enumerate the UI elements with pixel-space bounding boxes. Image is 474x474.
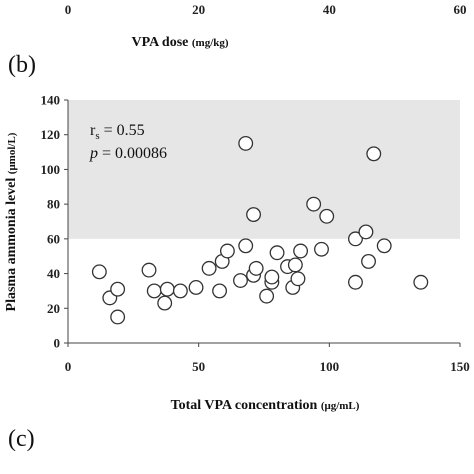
panel-label-c: (c) xyxy=(8,426,35,452)
data-point xyxy=(269,245,285,261)
data-point xyxy=(141,262,157,278)
top-axis-title-main: VPA dose xyxy=(131,35,191,50)
data-point xyxy=(348,231,363,247)
data-point xyxy=(264,269,280,285)
y-tick-label: 100 xyxy=(41,162,61,177)
data-point xyxy=(212,283,228,299)
data-point xyxy=(219,243,235,259)
data-point xyxy=(172,283,188,299)
rs-subscript: s xyxy=(95,130,99,142)
scatter-chart: 0 20 40 60 80 100 120 140 0 50 100 150 rs = 0.55 p… xyxy=(4,93,470,414)
data-point xyxy=(188,280,204,295)
data-points xyxy=(91,135,429,325)
p-value: = 0.00086 xyxy=(98,145,167,162)
x-tick-label: 100 xyxy=(320,359,340,374)
top-axis-tick-label: 20 xyxy=(192,2,205,17)
top-axis-tick-label: 60 xyxy=(454,2,467,17)
p-italic: p xyxy=(89,145,98,162)
p-value-label: p = 0.00086 xyxy=(89,145,167,162)
x-axis-title-unit: (μg/mL) xyxy=(321,400,360,412)
y-tick-label: 20 xyxy=(47,301,60,316)
top-axis-tick-label: 0 xyxy=(65,2,72,17)
spearman-rs-label: rs = 0.55 xyxy=(90,122,145,142)
y-tick-label: 140 xyxy=(41,93,61,108)
data-point xyxy=(91,264,107,280)
data-point xyxy=(159,281,175,297)
reference-range-band xyxy=(68,100,460,239)
rs-main: r xyxy=(90,122,96,139)
x-axis-title-main: Total VPA concentration xyxy=(171,398,321,413)
y-tick-label: 40 xyxy=(47,266,60,281)
data-point xyxy=(110,281,126,297)
data-point xyxy=(314,241,329,257)
data-point xyxy=(319,208,335,224)
panel-label-b: (b) xyxy=(8,52,36,78)
data-point xyxy=(201,260,217,276)
data-point xyxy=(238,238,254,254)
y-tick-label: 120 xyxy=(41,127,61,142)
y-tick-label: 80 xyxy=(47,197,60,212)
data-point xyxy=(376,238,392,254)
x-tick-label: 50 xyxy=(192,359,205,374)
data-point xyxy=(233,273,248,288)
x-axis-title: Total VPA concentration (μg/mL) xyxy=(171,398,360,413)
y-axis-title-main: Plasma ammonia level xyxy=(4,174,19,311)
data-point xyxy=(238,135,254,151)
data-point xyxy=(366,146,382,162)
y-tick-label: 0 xyxy=(54,336,61,351)
data-point xyxy=(348,274,363,290)
top-axis: 0 20 40 60 xyxy=(65,2,467,17)
top-axis-tick-label: 40 xyxy=(323,2,336,17)
y-axis: 0 20 40 60 80 100 120 140 xyxy=(41,93,69,351)
y-axis-title-unit: (μmol/L) xyxy=(6,132,18,174)
data-point xyxy=(413,274,429,290)
x-axis: 0 50 100 150 xyxy=(65,342,470,374)
data-point xyxy=(358,224,374,240)
y-axis-title: Plasma ammonia level (μmol/L) xyxy=(4,132,19,311)
data-point xyxy=(248,260,264,276)
data-point xyxy=(293,243,309,259)
y-tick-label: 60 xyxy=(47,231,60,246)
data-point xyxy=(246,207,261,223)
x-tick-label: 0 xyxy=(65,359,72,374)
data-point xyxy=(259,288,275,304)
data-point xyxy=(306,196,322,212)
x-tick-label: 150 xyxy=(450,359,470,374)
data-point xyxy=(110,309,126,325)
data-point xyxy=(361,253,376,269)
data-point xyxy=(287,257,303,273)
data-point xyxy=(290,271,306,287)
top-axis-title-unit: (mg/kg) xyxy=(192,37,229,49)
data-point xyxy=(146,283,162,299)
data-point xyxy=(157,295,173,311)
top-axis-title: VPA dose (mg/kg) xyxy=(131,35,228,50)
rs-value: = 0.55 xyxy=(100,122,145,139)
